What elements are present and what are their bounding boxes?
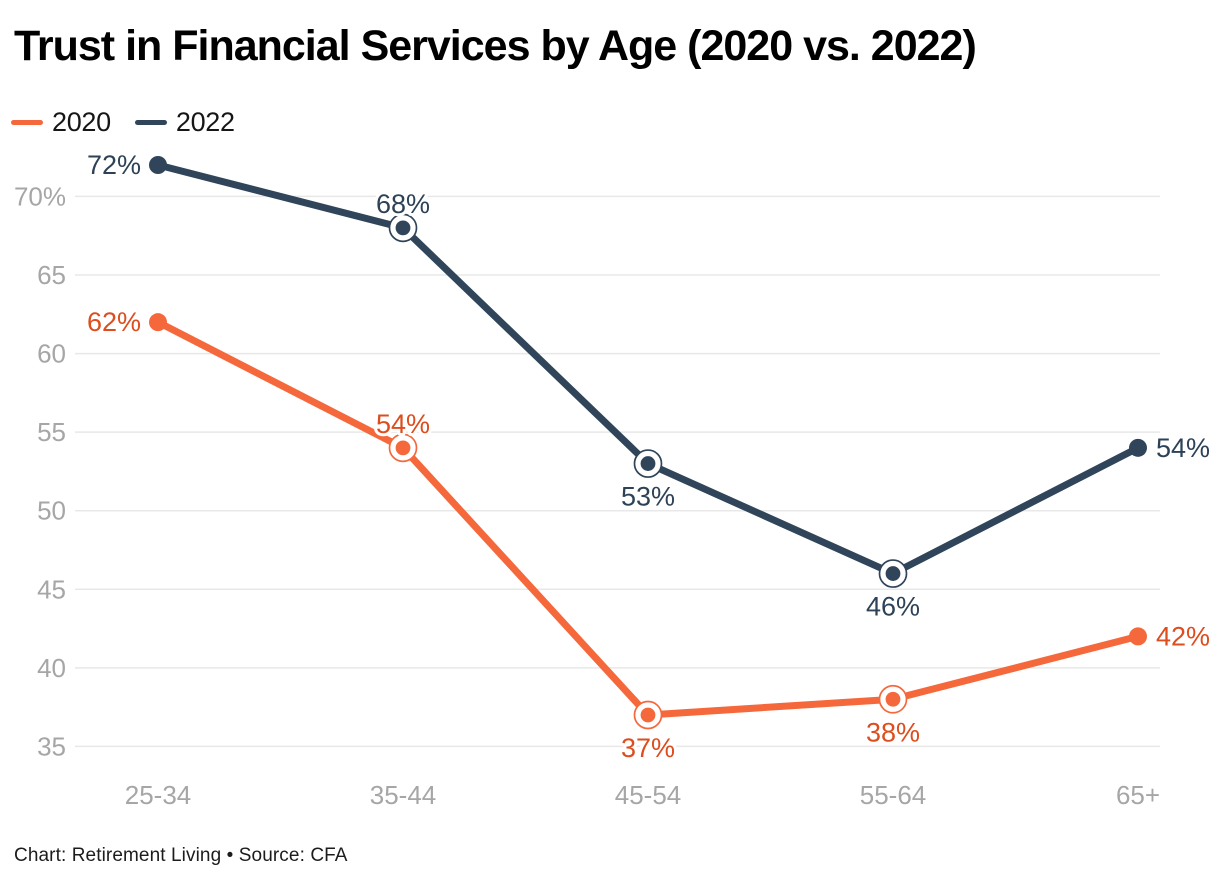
x-axis-label: 45-54 — [615, 780, 682, 810]
data-point-marker — [1129, 627, 1147, 646]
y-tick-label: 50 — [37, 496, 66, 526]
data-point-label: 38% — [866, 717, 920, 747]
legend-line-swatch-2022 — [134, 119, 167, 126]
series-line-2020 — [154, 318, 1142, 719]
legend: 2020 2022 — [11, 107, 235, 138]
series-line-2022 — [154, 161, 1142, 578]
chart-title: Trust in Financial Services by Age (2020… — [14, 22, 977, 70]
data-point-marker — [1129, 438, 1147, 457]
y-tick-label: 35 — [37, 731, 66, 761]
x-axis-label: 65+ — [1116, 780, 1160, 810]
data-point-marker — [885, 691, 901, 707]
y-tick-label: 55 — [37, 417, 66, 447]
y-tick-label: 40 — [37, 653, 66, 683]
data-point-label: 68% — [376, 189, 430, 219]
data-point-label: 53% — [621, 482, 675, 512]
x-axis-label: 35-44 — [370, 780, 437, 810]
footer-credit: Chart: Retirement Living • Source: CFA — [14, 845, 348, 866]
data-point-label: 46% — [866, 592, 920, 622]
data-point-marker — [640, 707, 656, 723]
x-axis-label: 55-64 — [860, 780, 927, 810]
data-point-label: 42% — [1156, 621, 1210, 651]
data-point-marker — [640, 456, 656, 471]
data-point-marker — [885, 566, 901, 581]
data-point-marker — [395, 440, 411, 456]
x-axis-label: 25-34 — [125, 780, 192, 810]
data-point-label: 54% — [376, 409, 430, 439]
legend-line-swatch-2020 — [11, 119, 43, 126]
legend-item-2022: 2022 — [134, 107, 235, 138]
data-point-marker — [149, 156, 167, 174]
y-tick-label: 65 — [37, 260, 66, 290]
data-point-label: 62% — [87, 307, 141, 337]
y-tick-label: 60 — [37, 339, 66, 369]
y-tick-label: 70% — [14, 181, 66, 211]
data-point-marker — [395, 220, 411, 236]
data-point-label: 72% — [87, 150, 141, 180]
legend-label-2020: 2020 — [52, 107, 111, 137]
data-point-marker — [149, 313, 167, 332]
legend-item-2020: 2020 — [11, 107, 111, 138]
data-point-label: 37% — [621, 733, 675, 763]
legend-label-2022: 2022 — [175, 107, 235, 137]
data-point-label: 54% — [1156, 433, 1210, 463]
y-tick-label: 45 — [37, 574, 66, 604]
